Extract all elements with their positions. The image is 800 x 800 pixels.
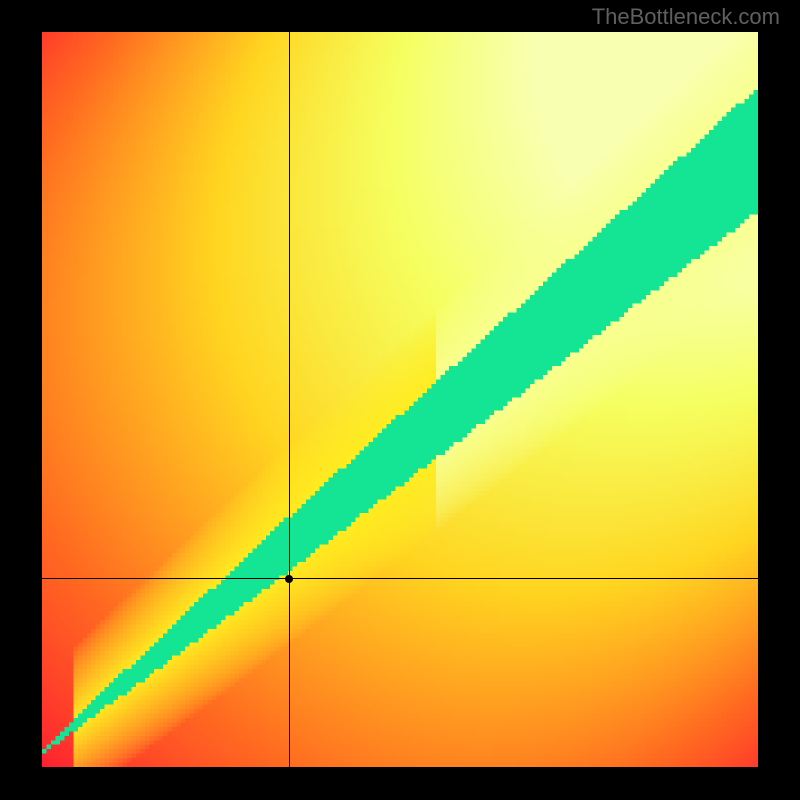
crosshair-horizontal: [42, 578, 758, 579]
crosshair-vertical: [289, 32, 290, 767]
bottleneck-heatmap: [42, 32, 758, 767]
watermark-text: TheBottleneck.com: [592, 4, 780, 30]
image-root: { "canvas": { "width": 800, "height": 80…: [0, 0, 800, 800]
marker-dot: [285, 575, 293, 583]
